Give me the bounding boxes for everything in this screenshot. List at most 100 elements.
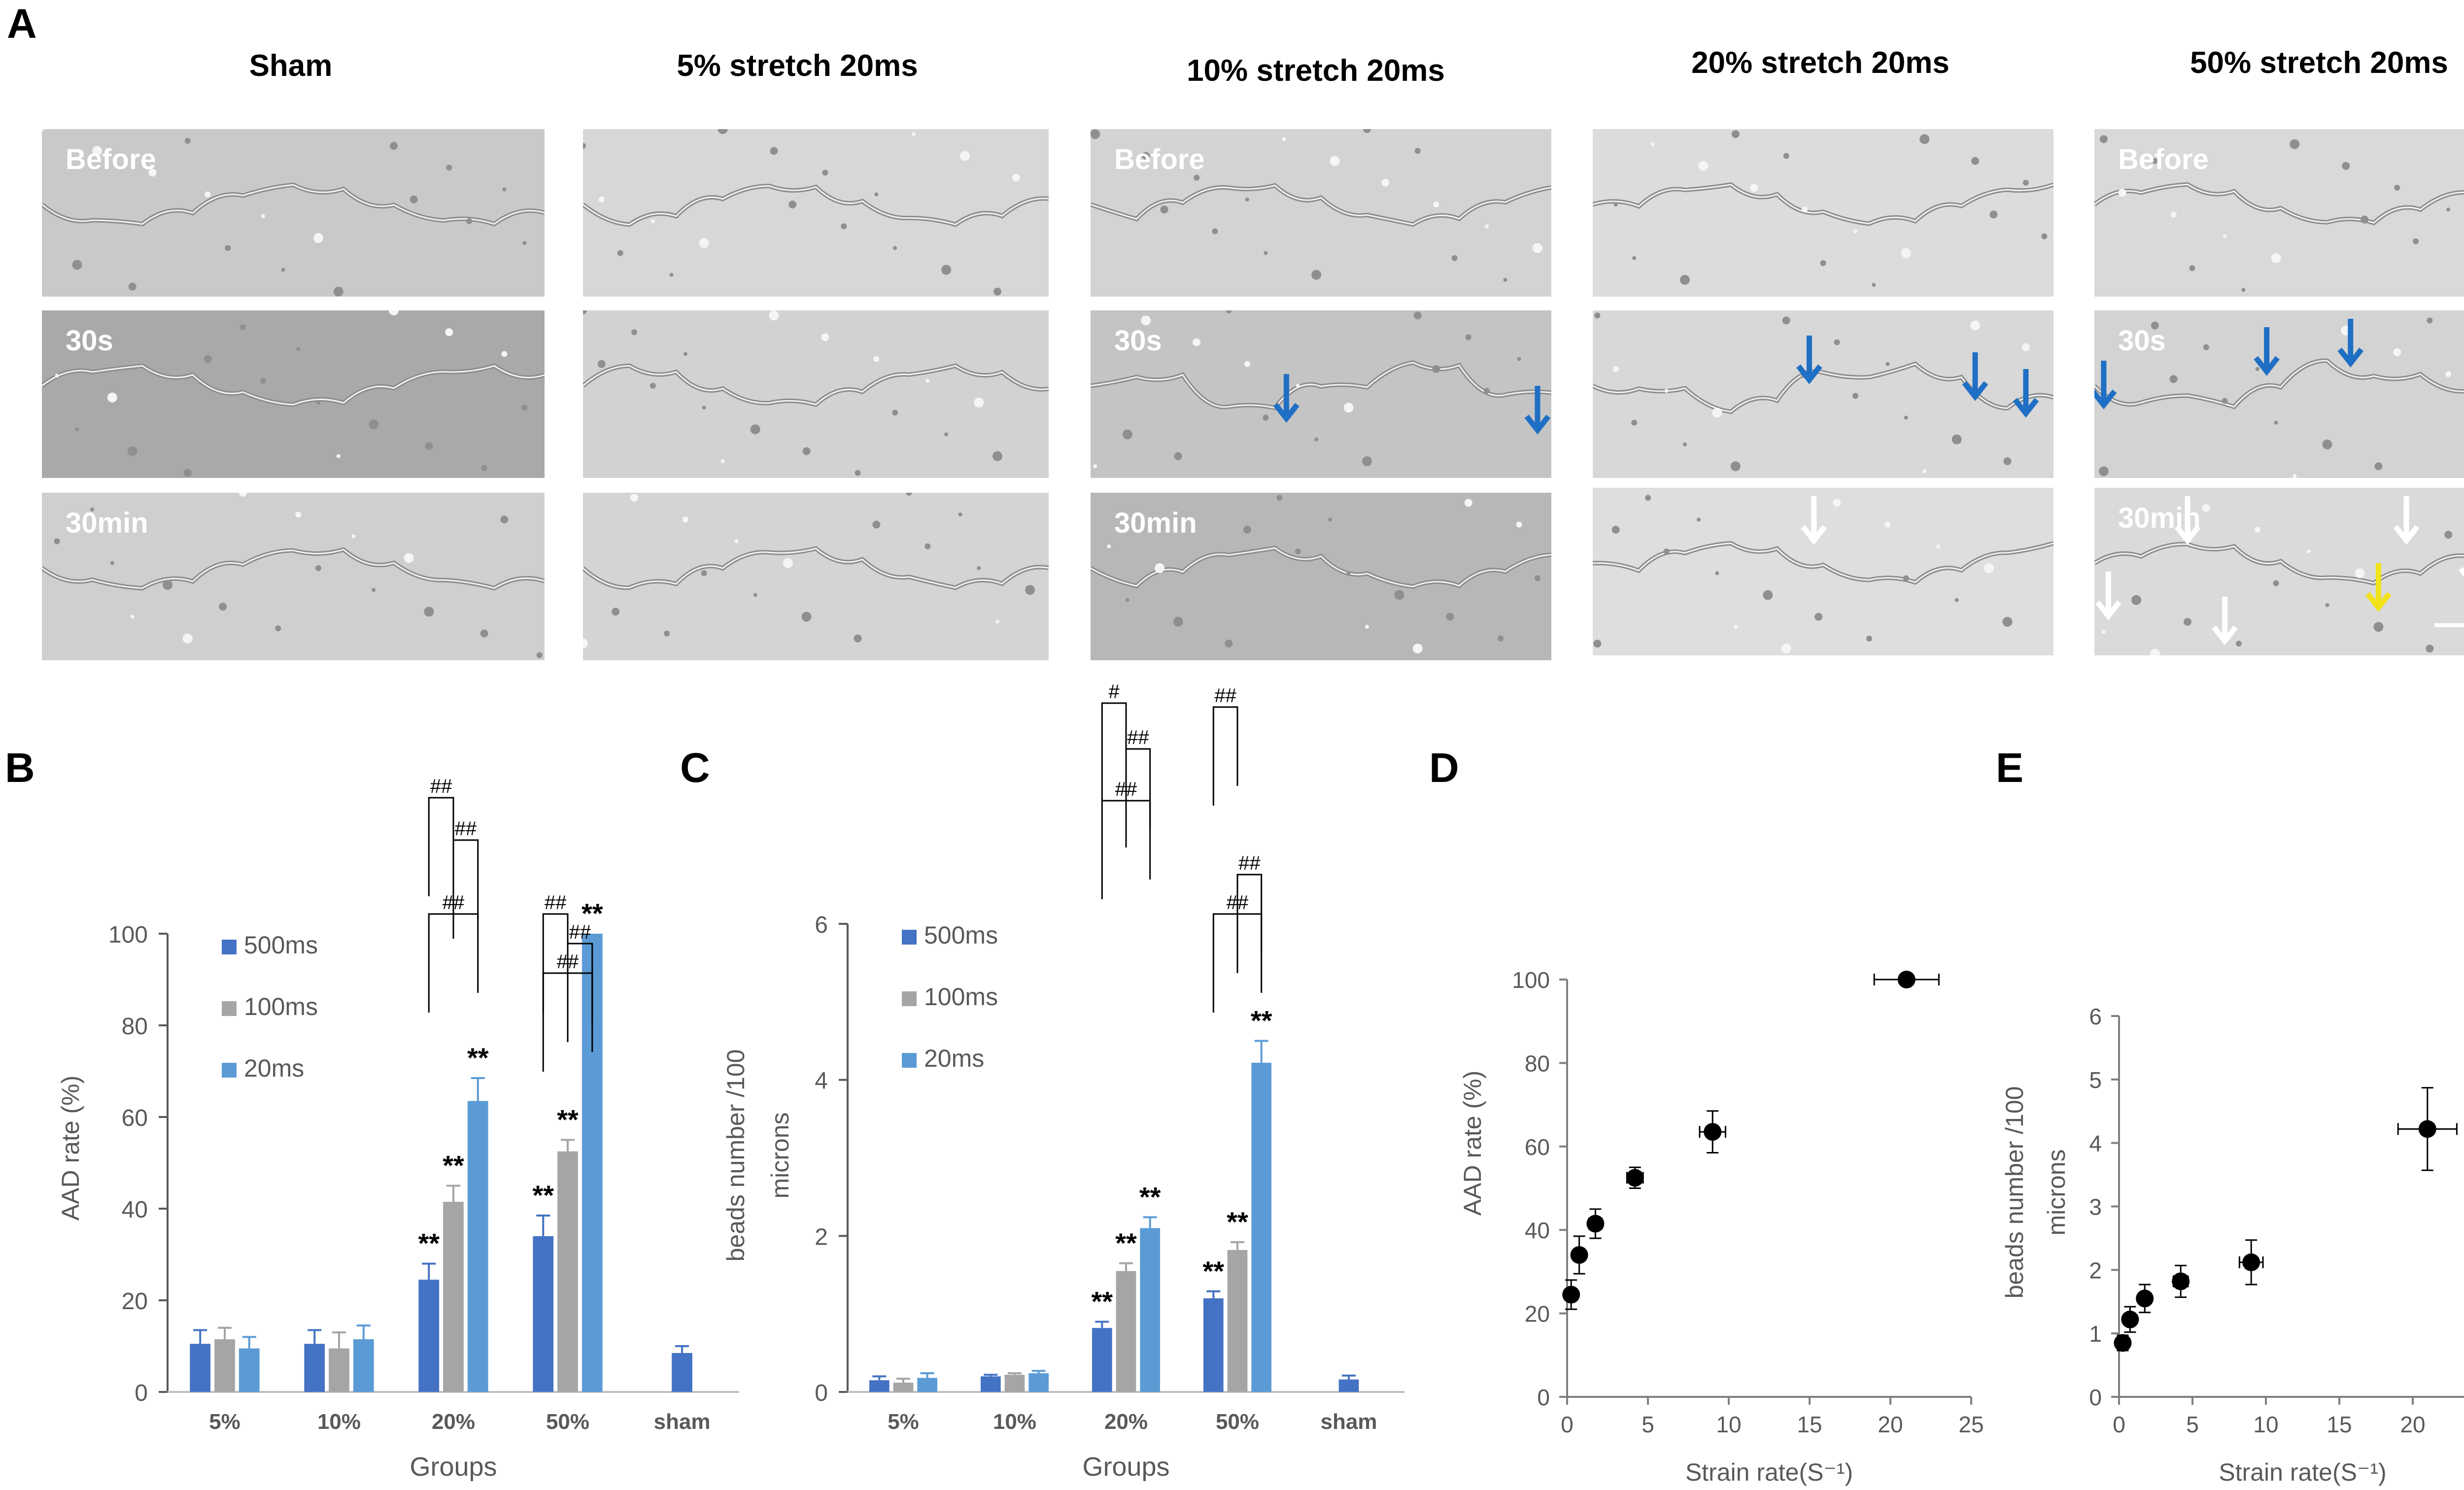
significance-star-C: ** — [1203, 1255, 1225, 1287]
legend-swatch-B — [222, 1063, 237, 1078]
comparison-bracket-C — [1125, 748, 1151, 847]
hash-annotation-C: # — [1109, 681, 1120, 703]
debris-particle — [2446, 207, 2451, 212]
debris-particle — [617, 250, 623, 256]
debris-particle — [2203, 344, 2209, 350]
axon-fiber — [1593, 541, 2053, 585]
debris-particle — [1532, 243, 1542, 253]
y-tick-label-E: 4 — [2089, 1131, 2102, 1156]
legend-swatch-C — [902, 930, 917, 945]
debris-particle — [1781, 643, 1791, 654]
hash-annotation-C: ## — [1214, 685, 1236, 707]
axon-fiber-highlight — [42, 365, 545, 406]
x-tick-label-E: 5 — [2186, 1412, 2199, 1437]
micrograph-5pct-30min — [583, 493, 1049, 660]
debris-particle — [351, 534, 356, 539]
white-arrow-icon — [2393, 496, 2420, 545]
x-tick-label-C: 20% — [1104, 1410, 1148, 1434]
bar-B-100ms-20% — [443, 1202, 464, 1392]
debris-particle — [821, 333, 829, 341]
comparison-bracket-B — [428, 913, 479, 1013]
debris-particle — [1012, 173, 1020, 182]
x-tick-label-C: 50% — [1216, 1410, 1259, 1434]
debris-particle — [1276, 495, 1283, 501]
bar-B-500ms-20% — [418, 1280, 440, 1392]
debris-particle — [333, 286, 343, 297]
axon-fiber-highlight — [1091, 547, 1551, 588]
comparison-bracket-B — [542, 972, 593, 1072]
debris-particle — [1328, 517, 1333, 522]
debris-particle — [1683, 442, 1687, 446]
legend-swatch-B — [222, 940, 237, 954]
debris-particle — [2290, 139, 2300, 149]
debris-particle — [1465, 334, 1472, 340]
debris-particle — [1365, 625, 1369, 629]
x-tick-label-C: sham — [1321, 1410, 1377, 1434]
micrograph-50pct-30s: 30s — [2094, 310, 2464, 478]
timepoint-label: 30min — [66, 507, 148, 539]
data-point-E — [2121, 1310, 2139, 1328]
debris-particle — [924, 543, 931, 549]
debris-particle — [1503, 278, 1507, 282]
debris-particle — [1884, 521, 1891, 528]
debris-particle — [650, 383, 656, 389]
debris-particle — [583, 310, 587, 314]
debris-particle — [1141, 315, 1151, 326]
y-tick-label-D: 20 — [1525, 1301, 1550, 1327]
data-point-D — [1570, 1246, 1588, 1264]
debris-particle — [500, 515, 509, 524]
debris-particle — [1194, 174, 1200, 181]
timepoint-label: 30s — [1114, 325, 1162, 357]
y-axis-label-C-line1: beads number /100 — [722, 1050, 750, 1262]
debris-particle — [769, 310, 779, 321]
debris-particle — [1984, 563, 1994, 574]
y-tick-label-B: 60 — [122, 1105, 148, 1131]
debris-particle — [1498, 635, 1504, 642]
comparison-bracket-B — [567, 943, 593, 1042]
micrograph-20pct-30s — [1593, 310, 2053, 478]
panel-label-e: E — [1996, 745, 2024, 791]
axon-fiber — [1091, 183, 1551, 227]
debris-particle — [2394, 185, 2400, 191]
data-point-E — [2136, 1289, 2154, 1308]
micrograph-10pct-30s: 30s — [1091, 310, 1551, 478]
bar-C-20ms-10% — [1028, 1373, 1049, 1392]
debris-particle — [1295, 548, 1301, 554]
debris-particle — [702, 406, 706, 410]
white-arrow-icon — [2212, 597, 2238, 645]
debris-particle — [630, 494, 638, 502]
debris-particle — [1989, 210, 1998, 219]
debris-particle — [583, 639, 588, 648]
debris-particle — [2393, 348, 2401, 356]
axon-fiber-highlight — [2094, 183, 2464, 224]
hash-annotation-B: ## — [430, 776, 452, 797]
debris-particle — [1903, 575, 1909, 581]
y-tick-label-D: 80 — [1525, 1050, 1550, 1076]
debris-particle — [1381, 178, 1390, 187]
debris-particle — [2222, 398, 2228, 404]
debris-particle — [1901, 248, 1911, 258]
column-title-sham: Sham — [249, 49, 333, 83]
debris-particle — [2151, 321, 2159, 330]
debris-particle — [1346, 571, 1351, 576]
debris-particle — [1802, 206, 1808, 213]
debris-particle — [1613, 203, 1618, 206]
micrograph-10pct-before: Before — [1091, 129, 1551, 297]
micrograph-50pct-30min: 30min — [2094, 488, 2464, 655]
debris-particle — [1025, 585, 1035, 595]
debris-particle — [54, 538, 60, 544]
debris-particle — [1282, 137, 1286, 141]
hash-annotation-B: ## — [443, 892, 465, 914]
hash-annotation-C: ## — [1238, 852, 1261, 874]
bar-C-100ms-50% — [1227, 1250, 1248, 1392]
debris-particle — [1612, 366, 1619, 372]
y-axis-label-E-line1: beads number /100 — [2001, 1086, 2028, 1299]
column-title-10pct: 10% stretch 20ms — [1187, 54, 1445, 88]
y-tick-label-D: 40 — [1525, 1218, 1550, 1243]
debris-particle — [974, 398, 984, 407]
debris-particle — [1730, 461, 1741, 472]
white-arrow-icon — [2095, 572, 2122, 620]
debris-particle — [1904, 415, 1908, 420]
debris-particle — [2099, 135, 2108, 143]
timepoint-label: 30min — [1114, 507, 1197, 539]
